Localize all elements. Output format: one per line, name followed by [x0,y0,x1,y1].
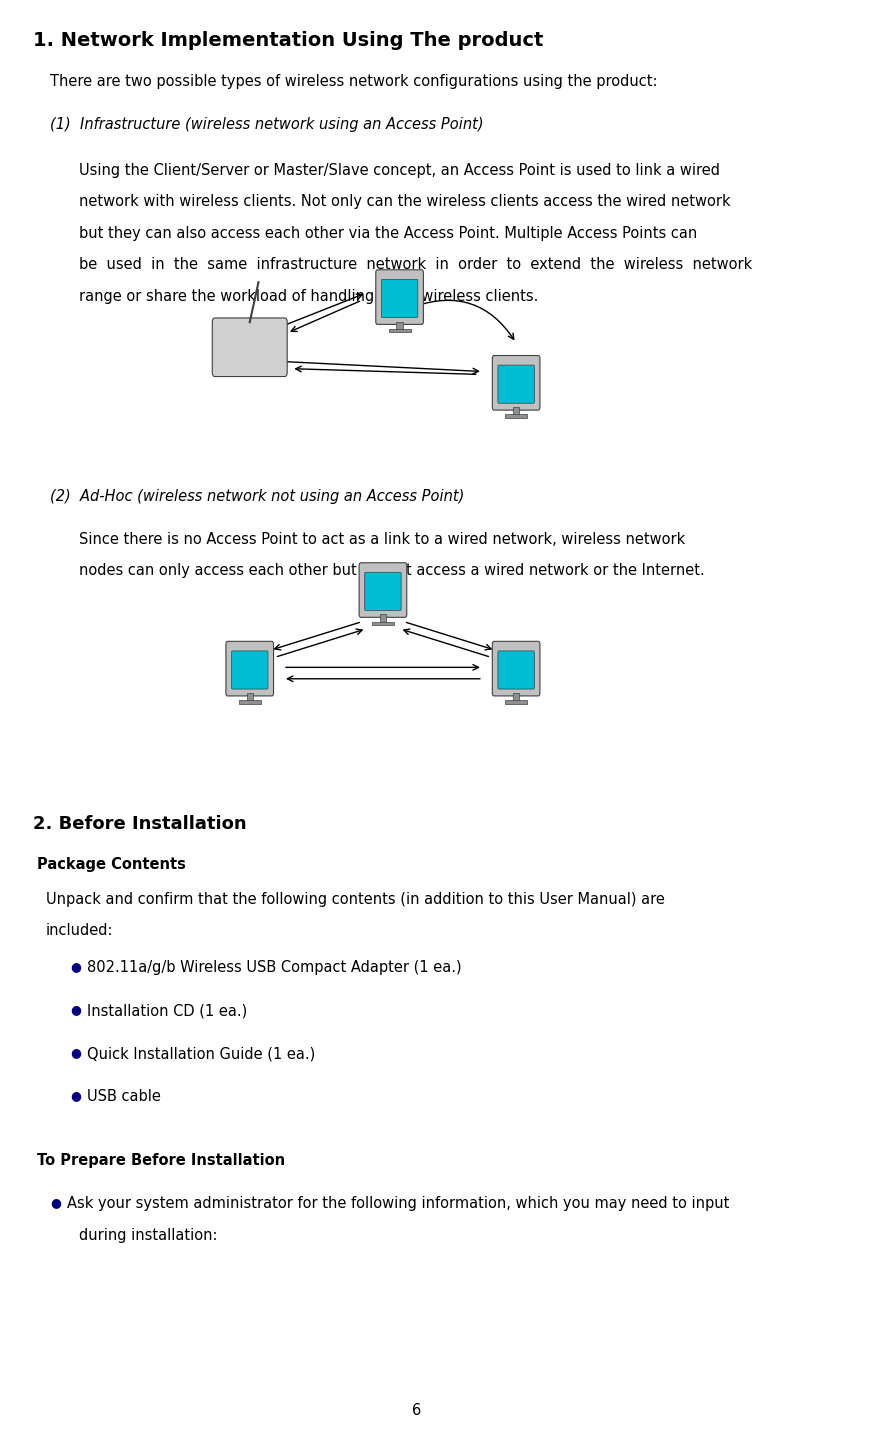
Text: network with wireless clients. Not only can the wireless clients access the wire: network with wireless clients. Not only … [79,194,731,209]
Text: (2)  Ad-Hoc (wireless network not using an Access Point): (2) Ad-Hoc (wireless network not using a… [50,489,465,503]
Text: ●: ● [71,960,81,973]
Text: included:: included: [46,923,113,937]
Text: ●: ● [71,1003,81,1016]
Text: Quick Installation Guide (1 ea.): Quick Installation Guide (1 ea.) [88,1046,316,1060]
Bar [505,700,527,704]
Text: 2. Before Installation: 2. Before Installation [34,815,247,833]
Text: Ask your system administrator for the following information, which you may need : Ask your system administrator for the fo… [66,1196,729,1210]
Bar [505,414,527,419]
Bar [380,614,386,623]
Text: To Prepare Before Installation: To Prepare Before Installation [37,1153,286,1167]
FancyBboxPatch shape [381,280,418,317]
Text: range or share the workload of handling more wireless clients.: range or share the workload of handling … [79,289,538,303]
FancyBboxPatch shape [498,652,535,689]
Text: Unpack and confirm that the following contents (in addition to this User Manual): Unpack and confirm that the following co… [46,892,665,906]
Text: but they can also access each other via the Access Point. Multiple Access Points: but they can also access each other via … [79,226,697,240]
FancyBboxPatch shape [226,642,273,696]
Text: Since there is no Access Point to act as a link to a wired network, wireless net: Since there is no Access Point to act as… [79,532,685,546]
Text: 6: 6 [412,1403,421,1418]
Text: during installation:: during installation: [79,1228,218,1242]
FancyBboxPatch shape [212,317,288,377]
Text: ●: ● [50,1196,61,1209]
Bar [372,622,394,626]
Text: 1. Network Implementation Using The product: 1. Network Implementation Using The prod… [34,31,543,50]
Text: Using the Client/Server or Master/Slave concept, an Access Point is used to link: Using the Client/Server or Master/Slave … [79,163,720,177]
Bar [513,407,519,416]
Bar [396,322,403,330]
Bar [389,329,411,333]
FancyBboxPatch shape [492,642,540,696]
Bar [239,700,261,704]
Text: 802.11a/g/b Wireless USB Compact Adapter (1 ea.): 802.11a/g/b Wireless USB Compact Adapter… [88,960,462,975]
FancyBboxPatch shape [376,270,423,324]
Text: (1)  Infrastructure (wireless network using an Access Point): (1) Infrastructure (wireless network usi… [50,117,483,131]
Text: nodes can only access each other but cannot access a wired network or the Intern: nodes can only access each other but can… [79,563,704,577]
Bar [513,693,519,702]
Text: be  used  in  the  same  infrastructure  network  in  order  to  extend  the  wi: be used in the same infrastructure netwo… [79,257,752,272]
Text: Package Contents: Package Contents [37,857,187,872]
Text: ●: ● [71,1046,81,1059]
Text: Installation CD (1 ea.): Installation CD (1 ea.) [88,1003,248,1017]
FancyBboxPatch shape [359,563,407,617]
Text: USB cable: USB cable [88,1089,161,1103]
Text: ●: ● [71,1089,81,1102]
FancyBboxPatch shape [498,366,535,403]
Bar [247,693,253,702]
FancyBboxPatch shape [365,573,401,610]
FancyBboxPatch shape [492,356,540,410]
Text: There are two possible types of wireless network configurations using the produc: There are two possible types of wireless… [50,74,658,89]
FancyBboxPatch shape [232,652,268,689]
